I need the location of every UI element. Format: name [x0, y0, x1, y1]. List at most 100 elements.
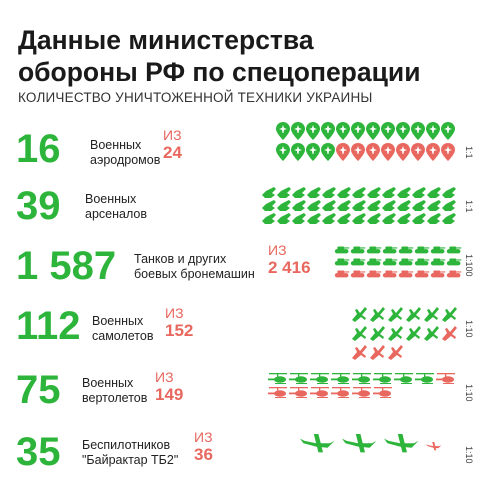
ammo-icon — [397, 213, 411, 224]
tank-icon — [350, 246, 366, 254]
tank-icon — [334, 258, 350, 266]
drones-label-line1: Беспилотников — [82, 438, 171, 452]
tanks-total-value: 2 416 — [268, 258, 311, 277]
ammo-icon — [292, 187, 306, 198]
plane-icon — [442, 307, 457, 322]
airfields-of-label: ИЗ — [163, 127, 182, 143]
arsenals-label-line2: арсеналов — [85, 207, 147, 221]
helicopters-scale: 1:10 — [464, 384, 474, 402]
tank-icon — [430, 246, 446, 254]
helicopter-icon — [331, 387, 350, 398]
helicopters-label: Военных вертолетов — [82, 376, 147, 406]
tank-icon — [414, 270, 430, 278]
helicopters-label-line1: Военных — [82, 376, 134, 390]
airfields-label-line2: аэродромов — [90, 153, 161, 167]
ammo-icon — [427, 200, 441, 211]
pin-airplane-icon — [441, 143, 455, 161]
tank-icon — [382, 270, 398, 278]
tanks-scale: 1:100 — [464, 254, 474, 277]
airfields-icon-grid — [276, 122, 455, 161]
ammo-icon — [442, 200, 456, 211]
row-airfields: 16 Военных аэродромов ИЗ 24 1:1 — [0, 122, 500, 172]
pin-airplane-icon — [351, 143, 365, 161]
ammo-icon — [397, 200, 411, 211]
ammo-icon — [367, 213, 381, 224]
ammo-icon — [292, 200, 306, 211]
arsenals-icon-grid — [262, 187, 456, 224]
planes-label: Военных самолетов — [92, 314, 153, 344]
plane-icon — [352, 326, 367, 341]
page-title: Данные министерства обороны РФ по спецоп… — [18, 24, 488, 88]
helicopter-icon — [268, 373, 287, 384]
tank-icon — [382, 246, 398, 254]
ammo-icon — [337, 213, 351, 224]
helicopters-of-label: ИЗ — [155, 369, 174, 385]
row-drones: 35 Беспилотников "Байрактар ТБ2" ИЗ 36 1… — [0, 426, 500, 476]
drone-icon — [426, 442, 442, 451]
helicopters-label-line2: вертолетов — [82, 391, 148, 405]
pin-airplane-icon — [381, 122, 395, 140]
ammo-icon — [352, 200, 366, 211]
arsenals-scale: 1:1 — [464, 200, 474, 213]
helicopters-icon-grid — [268, 373, 455, 398]
tank-icon — [398, 270, 414, 278]
ammo-icon — [367, 187, 381, 198]
tanks-label-line2: боевых бронемашин — [134, 267, 255, 281]
pin-airplane-icon — [426, 122, 440, 140]
helicopter-icon — [436, 373, 455, 384]
airfields-label: Военных аэродромов — [90, 138, 160, 168]
tank-icon — [366, 270, 382, 278]
tank-icon — [350, 258, 366, 266]
ammo-icon — [412, 187, 426, 198]
ammo-icon — [277, 187, 291, 198]
airfields-label-line1: Военных — [90, 138, 142, 152]
tank-icon — [334, 246, 350, 254]
helicopter-icon — [415, 373, 434, 384]
plane-icon — [442, 326, 457, 341]
tanks-label: Танков и других боевых бронемашин — [134, 252, 255, 282]
pin-airplane-icon — [336, 143, 350, 161]
ammo-icon — [337, 200, 351, 211]
airfields-total: ИЗ 24 — [163, 127, 182, 163]
pin-airplane-icon — [411, 143, 425, 161]
ammo-icon — [307, 213, 321, 224]
drone-icon — [384, 434, 419, 453]
helicopter-icon — [310, 387, 329, 398]
planes-label-line2: самолетов — [92, 329, 154, 343]
arsenals-count: 39 — [16, 184, 61, 228]
ammo-icon — [442, 187, 456, 198]
plane-icon — [406, 307, 421, 322]
tank-icon — [414, 246, 430, 254]
tanks-of-label: ИЗ — [268, 242, 287, 258]
pin-airplane-icon — [426, 143, 440, 161]
plane-icon — [370, 307, 385, 322]
drone-icon — [342, 434, 377, 453]
ammo-icon — [262, 200, 276, 211]
planes-scale: 1:10 — [464, 320, 474, 338]
pin-airplane-icon — [411, 122, 425, 140]
helicopters-total: ИЗ 149 — [155, 369, 183, 405]
title-line-1: Данные министерства — [18, 25, 314, 55]
helicopter-icon — [289, 373, 308, 384]
ammo-icon — [292, 213, 306, 224]
drones-icon-grid — [300, 434, 442, 453]
drones-total: ИЗ 36 — [194, 429, 213, 465]
ammo-icon — [442, 213, 456, 224]
ammo-icon — [322, 200, 336, 211]
ammo-icon — [277, 200, 291, 211]
plane-icon — [352, 307, 367, 322]
helicopter-icon — [268, 387, 287, 398]
helicopter-icon — [394, 373, 413, 384]
pin-airplane-icon — [381, 143, 395, 161]
pin-airplane-icon — [396, 143, 410, 161]
ammo-icon — [367, 200, 381, 211]
tank-icon — [398, 258, 414, 266]
row-arsenals: 39 Военных арсеналов 1:1 — [0, 180, 500, 230]
drones-of-label: ИЗ — [194, 429, 213, 445]
planes-icon-grid — [352, 307, 457, 360]
pin-airplane-icon — [366, 122, 380, 140]
row-planes: 112 Военных самолетов ИЗ 152 1:10 — [0, 300, 500, 360]
plane-icon — [370, 345, 385, 360]
helicopter-icon — [352, 373, 371, 384]
ammo-icon — [382, 200, 396, 211]
